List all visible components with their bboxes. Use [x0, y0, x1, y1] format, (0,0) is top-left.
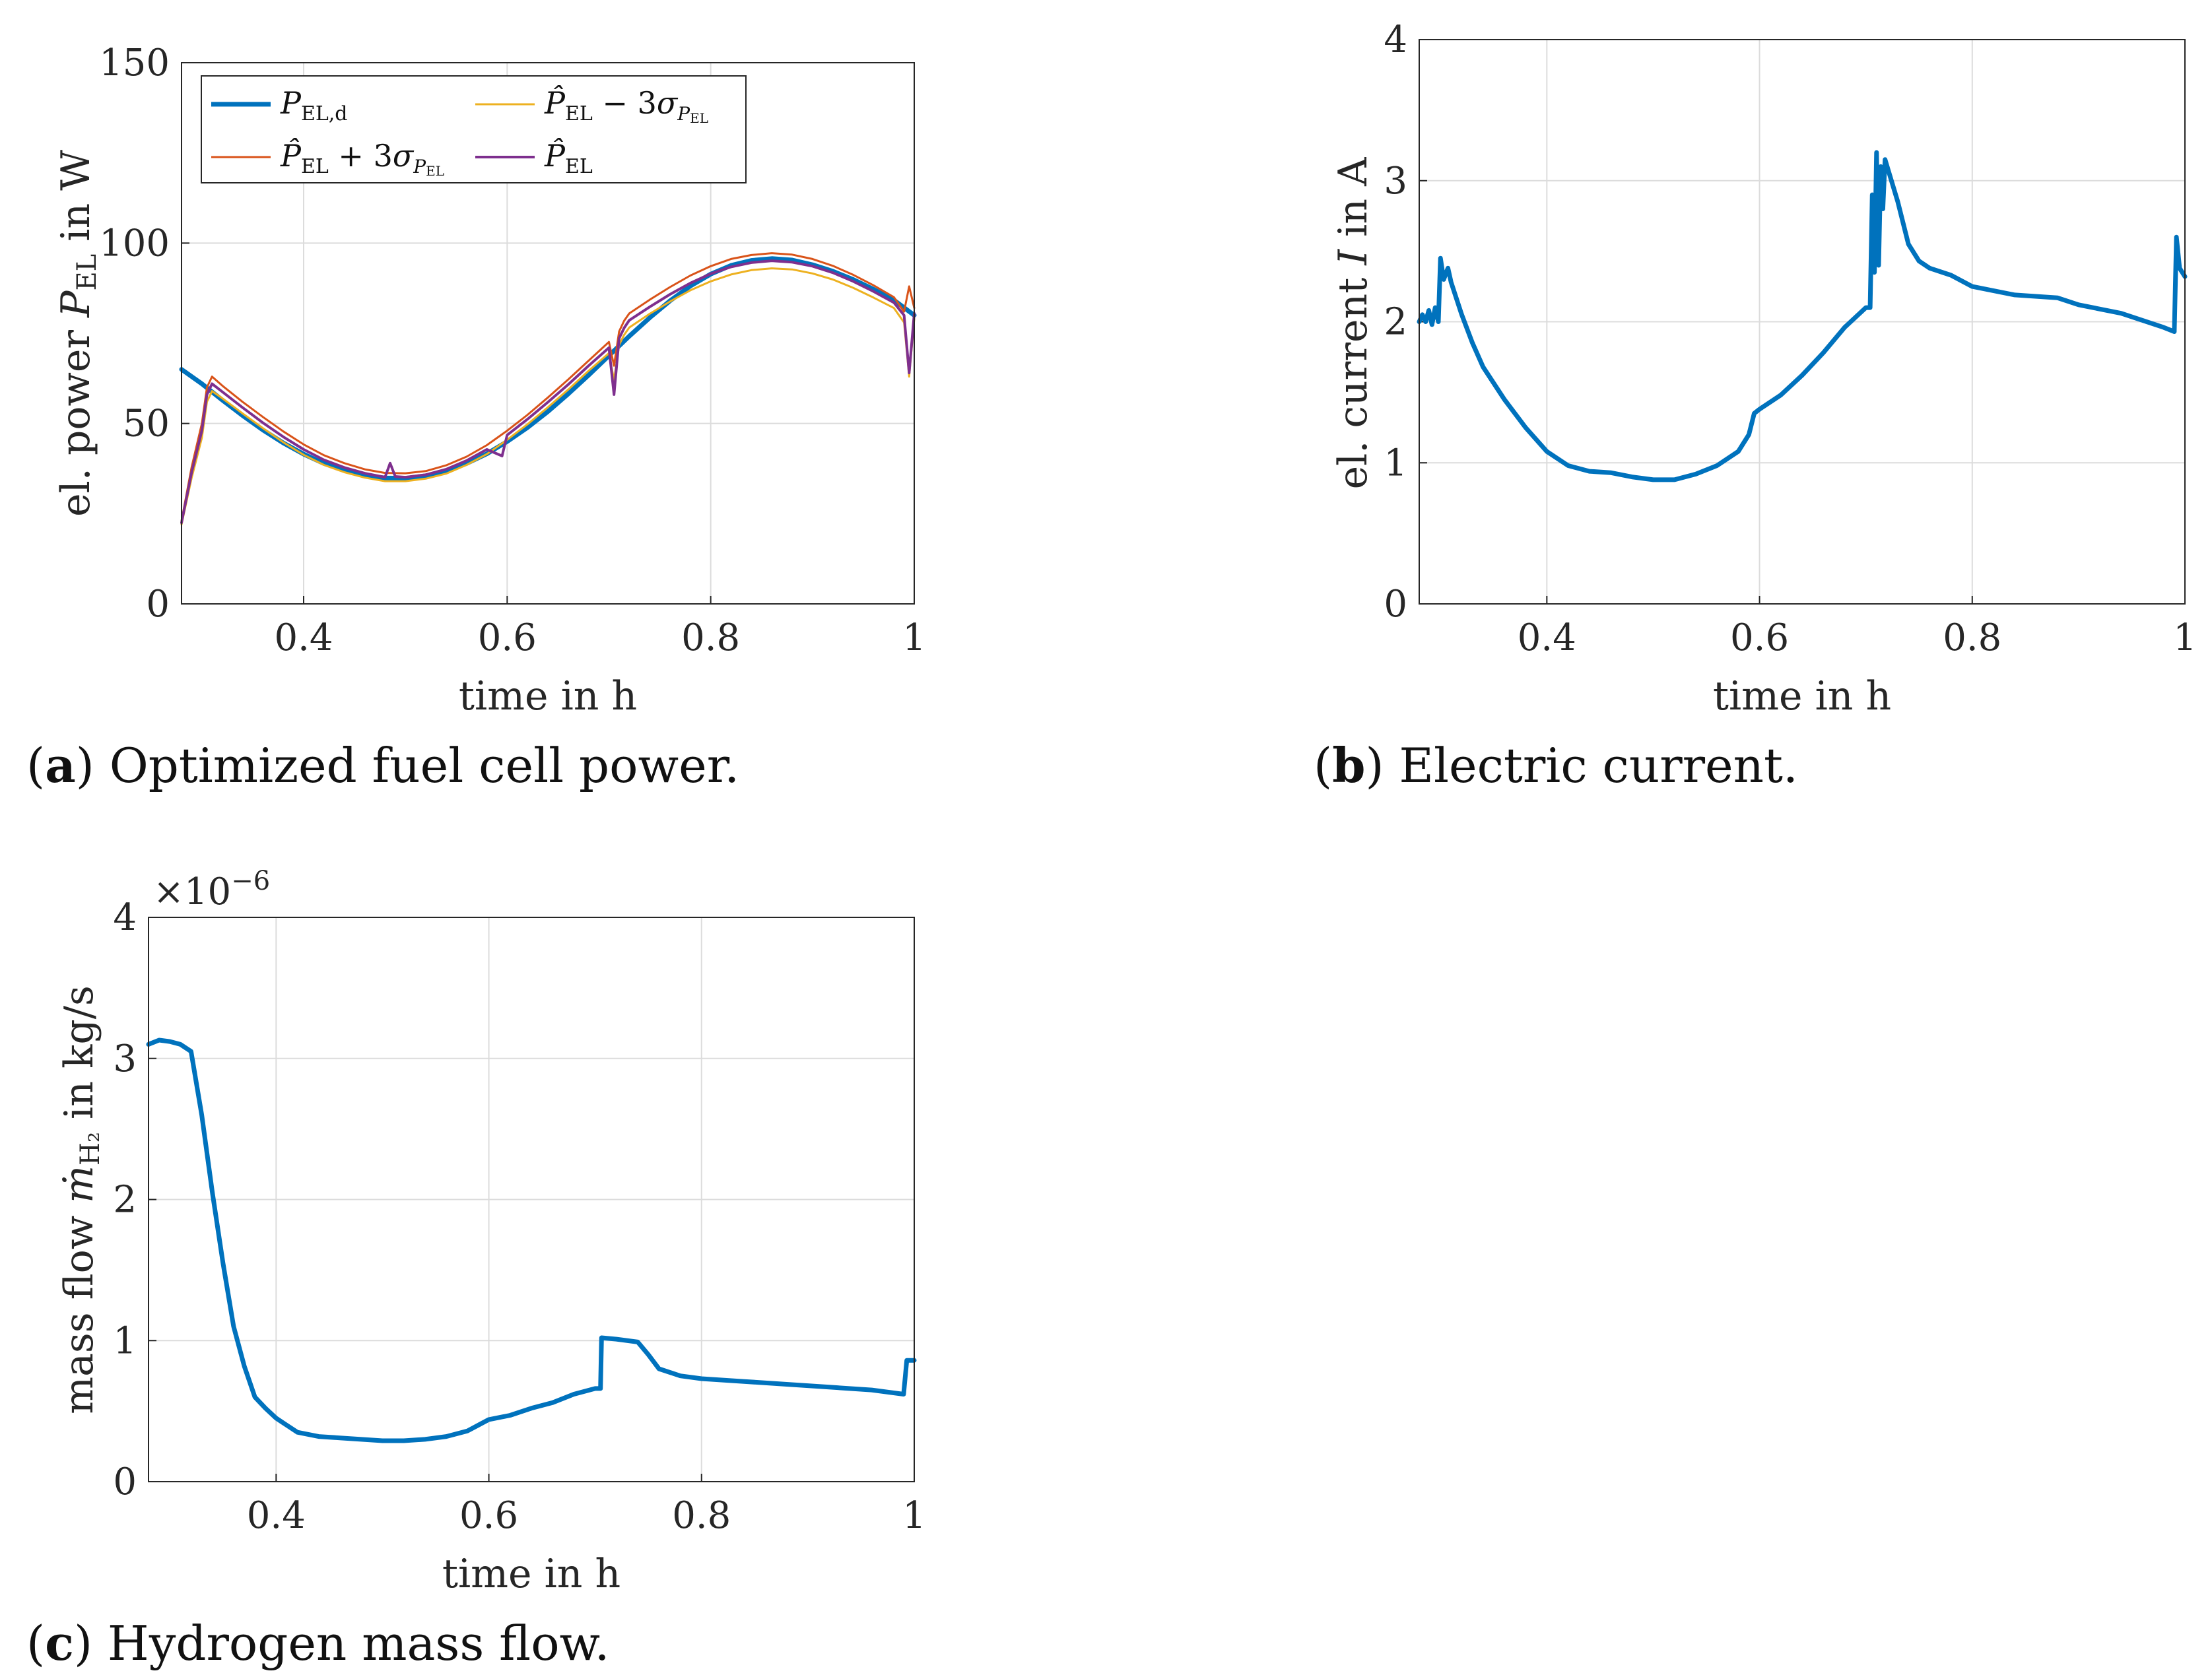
- legend-label-plus: P̂EL + 3σPEL: [280, 138, 444, 179]
- y-tick-label: 0: [113, 1461, 137, 1503]
- series-line-blue: [146, 1037, 917, 1443]
- y-tick-label: 4: [1384, 18, 1407, 61]
- panel-c: 0.4 0.6 0.8 1 0 1 2 3 4 ×10−6 time in h mass flo…: [26, 866, 926, 1671]
- x-tick-label: 0.8: [681, 616, 740, 659]
- axes-box-b: [1419, 39, 2186, 605]
- x-tick-label: 0.4: [274, 616, 333, 659]
- legend-label-minus: P̂EL − 3σPEL: [544, 85, 708, 126]
- series-line-yellow: [180, 267, 916, 526]
- y-axis-label-c: mass flow ṁH₂ in kg/s: [56, 985, 106, 1414]
- x-tick-label: 1: [902, 616, 926, 659]
- y-tick-label: 4: [113, 896, 137, 939]
- y-axis-label-a: el. power PEL in W: [53, 150, 102, 517]
- series-c: [146, 1037, 917, 1443]
- caption-b: (b) Electric current.: [1314, 737, 1798, 793]
- tick-labels-c: 0.4 0.6 0.8 1 0 1 2 3 4: [113, 896, 925, 1537]
- x-axis-label-c: time in h: [442, 1551, 620, 1597]
- x-tick-label: 0.6: [459, 1494, 518, 1537]
- x-tick-label: 1: [902, 1494, 926, 1537]
- legend-a: PEL,d P̂EL − 3σPEL P̂EL + 3σPEL P̂EL: [201, 75, 747, 183]
- series-a: [179, 252, 917, 526]
- legend-box: [201, 75, 747, 183]
- y-tick-label: 0: [1384, 583, 1407, 626]
- x-tick-label: 0.8: [672, 1494, 731, 1537]
- y-tick-label: 2: [1384, 301, 1407, 344]
- x-axis-label-a: time in h: [459, 673, 637, 719]
- legend-label-phat: P̂EL: [544, 138, 593, 178]
- panel-b: 0.4 0.6 0.8 1 0 1 2 3 4 time in h el. current I …: [1314, 18, 2197, 793]
- series-line-blue: [1417, 150, 2188, 482]
- y-tick-label: 1: [1384, 442, 1407, 484]
- y-tick-label: 100: [99, 222, 170, 265]
- caption-a: (a) Optimized fuel cell power.: [26, 737, 739, 793]
- axes-box-c: [148, 917, 915, 1482]
- y-tick-label: 1: [113, 1319, 137, 1362]
- y-axis-label-b: el. current I in A: [1330, 157, 1376, 489]
- series-b: [1417, 150, 2188, 482]
- x-tick-label: 1: [2173, 616, 2197, 659]
- panel-a: 0.4 0.6 0.8 1 0 50 100 150 PEL,d P̂EL − 3σPEL P…: [26, 42, 926, 793]
- x-tick-label: 0.8: [1943, 616, 2001, 659]
- y-tick-label: 0: [146, 583, 170, 626]
- tick-labels-b: 0.4 0.6 0.8 1 0 1 2 3 4: [1384, 18, 2196, 659]
- series-line-purple: [180, 259, 916, 524]
- caption-c: (c) Hydrogen mass flow.: [26, 1615, 610, 1671]
- y-tick-label: 2: [113, 1179, 137, 1222]
- legend-label-pel-d: PEL,d: [280, 85, 348, 125]
- axes-box-a: [181, 62, 915, 605]
- x-tick-label: 0.6: [1730, 616, 1789, 659]
- x-axis-label-b: time in h: [1713, 673, 1891, 719]
- series-line-orange: [180, 252, 916, 522]
- y-tick-label: 150: [99, 42, 170, 84]
- tick-labels-a: 0.4 0.6 0.8 1 0 50 100 150: [99, 42, 926, 659]
- y-tick-label: 3: [1384, 160, 1407, 203]
- y-tick-label: 3: [113, 1037, 137, 1080]
- y-tick-label: 50: [123, 403, 170, 445]
- x-tick-label: 0.4: [247, 1494, 306, 1537]
- x-tick-label: 0.4: [1518, 616, 1576, 659]
- y-multiplier-c: ×10−6: [153, 866, 270, 913]
- x-tick-label: 0.6: [478, 616, 537, 659]
